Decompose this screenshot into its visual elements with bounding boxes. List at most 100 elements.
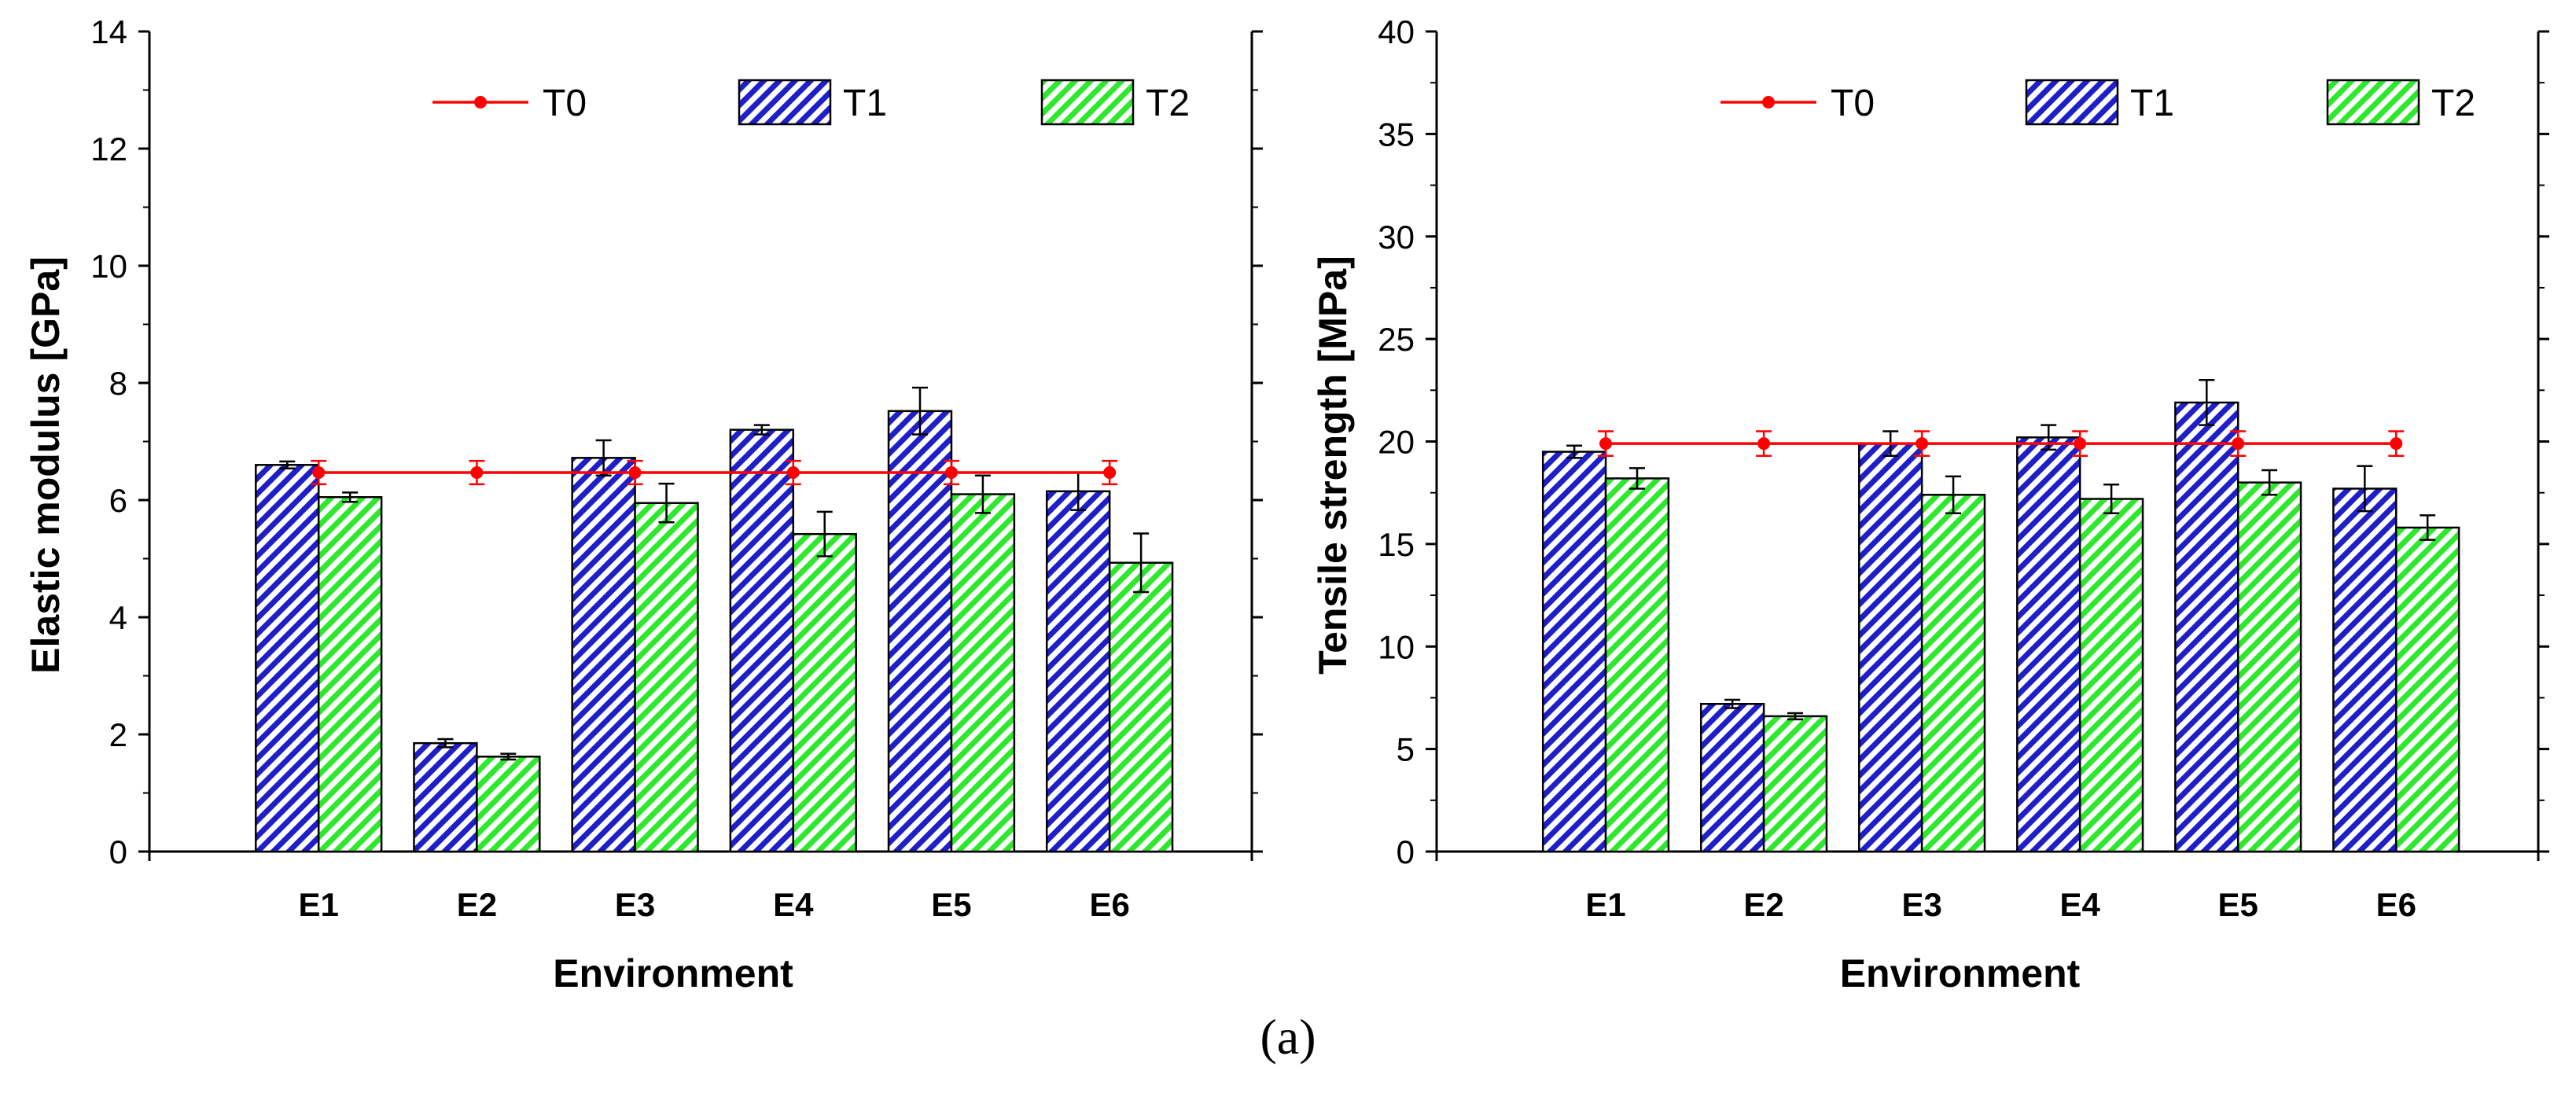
error-bar — [753, 424, 770, 436]
error-bar — [2261, 469, 2278, 496]
error-bar — [1133, 532, 1150, 594]
error-bar — [595, 439, 612, 476]
error-bar — [1628, 467, 1645, 490]
point-t0-e1 — [312, 465, 326, 479]
bar-t1-e3 — [571, 457, 636, 853]
bar-t1-e4 — [729, 429, 795, 853]
y-tick-label: 8 — [109, 365, 127, 402]
elastic-modulus-chart: 0 2 4 6 8 10 12 14 E1 E2 E3 E4 E5 E6 Environment Elasti… — [24, 13, 1263, 995]
error-bar — [342, 491, 359, 503]
y-tick-label: 20 — [1378, 424, 1415, 461]
legend-swatch-t1 — [738, 79, 832, 126]
legend-label-t0: T0 — [543, 83, 587, 124]
legend-swatch-t1 — [2025, 79, 2119, 126]
x-axis-title: Environment — [1840, 951, 2081, 995]
y-tick-label: 14 — [90, 13, 127, 50]
y-tick-label: 2 — [109, 716, 127, 753]
bar-t1-e6 — [2332, 487, 2398, 853]
bar-t1-e2 — [413, 741, 478, 853]
bar-t2-e4 — [2078, 498, 2144, 853]
error-bar — [2041, 424, 2057, 451]
tensile-strength-chart: 0 5 10 15 20 25 30 35 40 E1 E2 E3 E4 E5 E6 Environment T… — [1311, 13, 2549, 995]
error-bar — [500, 752, 517, 761]
y-tick-label: 4 — [109, 599, 127, 636]
bar-t2-e6 — [2395, 526, 2460, 853]
legend-swatch-t2 — [1040, 79, 1135, 126]
y-tick-label: 0 — [109, 833, 127, 870]
error-bar — [816, 510, 833, 557]
error-bar — [1787, 712, 1804, 721]
y-tick-label: 40 — [1378, 13, 1415, 50]
x-tick-label: E1 — [299, 886, 339, 923]
bar-t1-e1 — [255, 464, 320, 853]
y-tick-label: 6 — [109, 482, 127, 519]
x-tick-label: E6 — [1089, 886, 1129, 923]
error-bar — [2357, 465, 2373, 513]
error-bar — [2420, 514, 2436, 541]
error-bar — [437, 738, 454, 749]
point-t0-e5 — [944, 465, 958, 479]
bar-t1-e2 — [1699, 703, 1765, 853]
bar-t1-e3 — [1858, 442, 1923, 853]
legend-label-t2: T2 — [2431, 83, 2475, 124]
point-t0-e5 — [2232, 437, 2245, 451]
error-bar — [974, 474, 991, 514]
x-tick-label: E4 — [773, 886, 814, 923]
y-axis-title: Elastic modulus [GPa] — [24, 256, 68, 674]
point-t0-e3 — [628, 465, 642, 479]
y-axis-title: Tensile strength [MPa] — [1311, 256, 1355, 674]
bar-t2-e1 — [1604, 477, 1670, 853]
x-tick-label: E2 — [1743, 886, 1783, 923]
error-bar — [1724, 698, 1741, 709]
y-tick-label: 25 — [1378, 321, 1415, 358]
point-t0-e6 — [2390, 437, 2403, 451]
x-tick-label: E6 — [2376, 886, 2416, 923]
legend-label-t2: T2 — [1146, 83, 1190, 124]
point-t0-e1 — [1599, 437, 1613, 451]
error-bar — [912, 386, 928, 436]
legend-swatch-t2 — [2326, 79, 2420, 126]
bar-t2-e2 — [476, 756, 541, 853]
point-t0-e6 — [1103, 465, 1117, 479]
bar-t2-e6 — [1108, 561, 1174, 853]
error-bar — [279, 460, 296, 470]
bar-t2-e3 — [634, 502, 699, 853]
x-tick-label: E1 — [1585, 886, 1625, 923]
error-bar — [1945, 475, 1962, 515]
bar-t1-e4 — [2016, 436, 2081, 853]
x-tick-label: E2 — [457, 886, 497, 923]
error-bar — [2103, 484, 2120, 515]
bar-t1-e1 — [1541, 451, 1607, 853]
legend-label-t1: T1 — [2130, 83, 2174, 124]
y-tick-label: 30 — [1378, 219, 1415, 256]
bar-t2-e5 — [2236, 481, 2302, 853]
y-tick-label: 5 — [1397, 731, 1415, 768]
bar-t1-e5 — [887, 410, 953, 853]
legend-marker-t0 — [474, 96, 487, 109]
legend-marker-t0 — [1762, 96, 1775, 109]
point-t0-e4 — [2074, 437, 2087, 451]
point-t0-e2 — [1757, 437, 1771, 451]
y-tick-label: 15 — [1378, 526, 1415, 563]
figure-caption: (a) — [1260, 1009, 1316, 1065]
x-tick-label: E5 — [2218, 886, 2258, 923]
bar-t2-e5 — [950, 493, 1016, 853]
x-tick-label: E3 — [1901, 886, 1941, 923]
legend-label-t1: T1 — [843, 83, 887, 124]
y-tick-label: 10 — [90, 248, 127, 285]
legend-label-t0: T0 — [1831, 83, 1875, 124]
y-tick-label: 0 — [1397, 833, 1415, 870]
bar-t2-e3 — [1920, 494, 1986, 853]
bar-t2-e4 — [792, 532, 857, 853]
point-t0-e2 — [470, 465, 484, 479]
x-tick-label: E4 — [2059, 886, 2100, 923]
bar-t2-e2 — [1762, 715, 1828, 853]
y-tick-label: 12 — [90, 131, 127, 167]
error-bar — [2199, 379, 2215, 426]
y-tick-label: 35 — [1378, 116, 1415, 153]
error-bar — [1566, 444, 1583, 459]
point-t0-e4 — [786, 465, 800, 479]
bar-t1-e6 — [1045, 490, 1111, 853]
bar-t1-e5 — [2174, 401, 2239, 853]
